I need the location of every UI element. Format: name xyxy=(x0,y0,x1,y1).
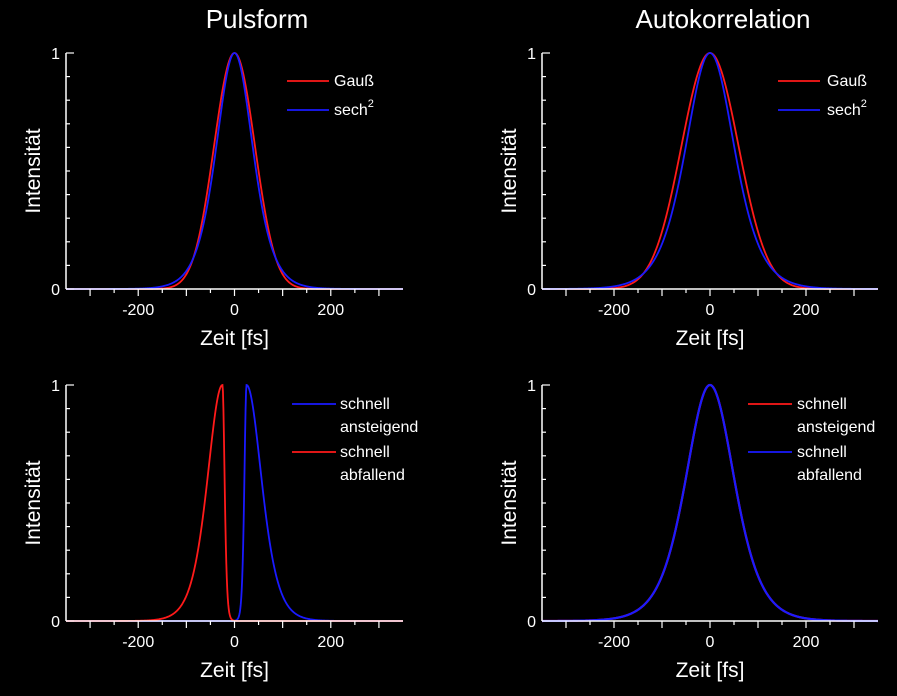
legend: schnell ansteigend schnell abfallend xyxy=(292,396,418,484)
panel-bottom-left: -200 0 200 0 1 Zeit [fs] Intensität schnell anst… xyxy=(22,378,418,682)
legend: Gauß sech2 xyxy=(778,73,867,119)
legend-label: Gauß xyxy=(827,73,867,90)
x-axis-title: Zeit [fs] xyxy=(676,659,745,682)
y-axis-title: Intensität xyxy=(22,460,45,545)
panel-top-left: -200 0 200 0 1 Zeit [fs] Intensität Gauß sech2 xyxy=(22,46,403,350)
x-tick-label: 0 xyxy=(230,302,239,319)
legend-label: schnell xyxy=(340,444,390,461)
x-tick-label: 0 xyxy=(706,302,715,319)
x-tick-label: -200 xyxy=(122,634,154,651)
legend-label: ansteigend xyxy=(340,419,418,436)
legend-label: Gauß xyxy=(334,73,374,90)
x-tick-label: -200 xyxy=(598,634,630,651)
y-tick-label: 0 xyxy=(527,282,536,299)
panel-bottom-right: -200 0 200 0 1 Zeit [fs] Intensität schnell anst… xyxy=(498,378,878,682)
legend-label: schnell xyxy=(797,444,847,461)
y-tick-label: 1 xyxy=(51,46,60,63)
x-axis-title: Zeit [fs] xyxy=(200,327,269,350)
column-title-left: Pulsform xyxy=(206,4,309,34)
y-axis-title: Intensität xyxy=(22,128,45,213)
x-tick-label: 200 xyxy=(793,634,820,651)
x-tick-label: 0 xyxy=(706,634,715,651)
legend-label: abfallend xyxy=(340,467,405,484)
series-line-2 xyxy=(542,52,878,290)
y-axis-title: Intensität xyxy=(498,128,521,213)
y-axis-title: Intensität xyxy=(498,460,521,545)
y-tick-label: 1 xyxy=(51,378,60,395)
y-tick-label: 0 xyxy=(51,282,60,299)
legend-label: abfallend xyxy=(797,467,862,484)
x-tick-label: 200 xyxy=(317,302,344,319)
x-tick-label: 200 xyxy=(317,634,344,651)
legend-label: sech2 xyxy=(334,98,374,119)
x-tick-label: -200 xyxy=(598,302,630,319)
y-tick-label: 0 xyxy=(51,614,60,631)
x-tick-label: -200 xyxy=(122,302,154,319)
legend-label: schnell xyxy=(340,396,390,413)
legend: schnell ansteigend schnell abfallend xyxy=(748,396,875,484)
legend-label: ansteigend xyxy=(797,419,875,436)
x-axis-title: Zeit [fs] xyxy=(200,659,269,682)
x-tick-label: 0 xyxy=(230,634,239,651)
x-tick-label: 200 xyxy=(793,302,820,319)
x-axis-title: Zeit [fs] xyxy=(676,327,745,350)
legend: Gauß sech2 xyxy=(287,73,374,119)
y-tick-label: 1 xyxy=(527,378,536,395)
y-tick-label: 1 xyxy=(527,46,536,63)
legend-label: sech2 xyxy=(827,98,867,119)
column-title-right: Autokorrelation xyxy=(636,4,811,34)
panel-top-right: -200 0 200 0 1 Zeit [fs] Intensität Gauß sech2 xyxy=(498,46,878,350)
series-line-2 xyxy=(542,383,878,623)
y-tick-label: 0 xyxy=(527,614,536,631)
legend-label: schnell xyxy=(797,396,847,413)
